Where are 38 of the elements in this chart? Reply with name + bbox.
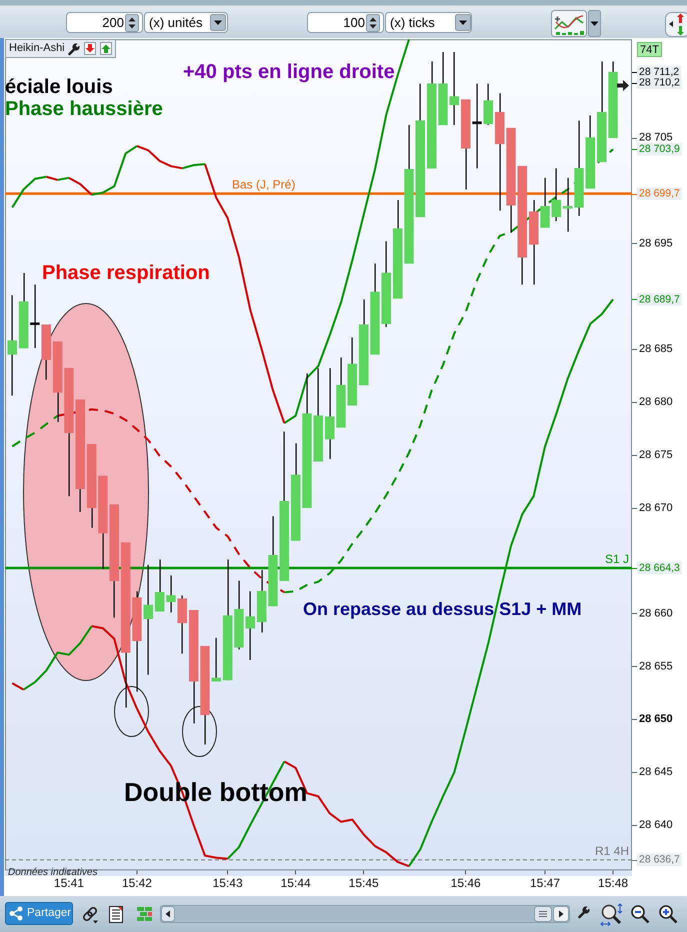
y-tick-label: 28 670 (639, 502, 673, 514)
annotation: Données indicatives (8, 867, 98, 878)
y-tick-label: 28 710,2 (639, 76, 680, 89)
x-tick-label: 15:45 (348, 876, 379, 890)
x-tick-label: 15:41 (54, 876, 84, 890)
ref-line-label: Bas (J, Pré) (232, 178, 296, 192)
annotation: Phase respiration (42, 262, 210, 284)
button: Partager (5, 902, 73, 925)
y-tick-label: 28 699,7 (639, 188, 680, 200)
x-tick-label: 15:47 (530, 876, 560, 890)
x-tick-label: 15:43 (212, 876, 243, 890)
annotation: +40 pts en ligne droite (183, 61, 395, 83)
y-tick-label: 28 675 (639, 448, 673, 461)
x-tick-label: 15:42 (122, 876, 152, 890)
y-tick-label: 28 645 (639, 766, 673, 778)
chart-title: Heikin-Ashi (9, 42, 65, 54)
y-tick-label: 28 711,2 (639, 66, 680, 78)
y-tick-label: 28 655 (639, 660, 673, 672)
y-tick-label: 28 640 (639, 818, 673, 831)
y-tick-label: 28 685 (639, 343, 673, 356)
y-tick-label: 28 703,9 (639, 143, 680, 156)
y-tick-label: 28 680 (639, 396, 673, 408)
ref-line-label: R1 4H (594, 844, 629, 858)
annotation: On repasse au dessus S1J + MM (303, 599, 582, 619)
annotation: éciale louis (5, 76, 113, 98)
y-tick-label: 28 664,3 (639, 562, 680, 574)
y-tick-label: 28 705 (639, 132, 673, 144)
y-tick-label: 28 636,7 (639, 854, 680, 866)
x-tick-label: 15:46 (450, 876, 482, 890)
ref-line-label: S1 J (604, 552, 629, 566)
text: 74T (640, 44, 660, 56)
x-tick-label: 15:48 (598, 876, 628, 890)
y-tick-label: 28 660 (639, 607, 673, 620)
y-tick-label: 28 695 (639, 237, 673, 250)
x-tick-label: 15:44 (280, 876, 311, 890)
y-tick-label: 28 689,7 (639, 293, 680, 306)
y-tick-label: 28 650 (639, 713, 673, 726)
annotation: Phase haussière (5, 98, 163, 120)
